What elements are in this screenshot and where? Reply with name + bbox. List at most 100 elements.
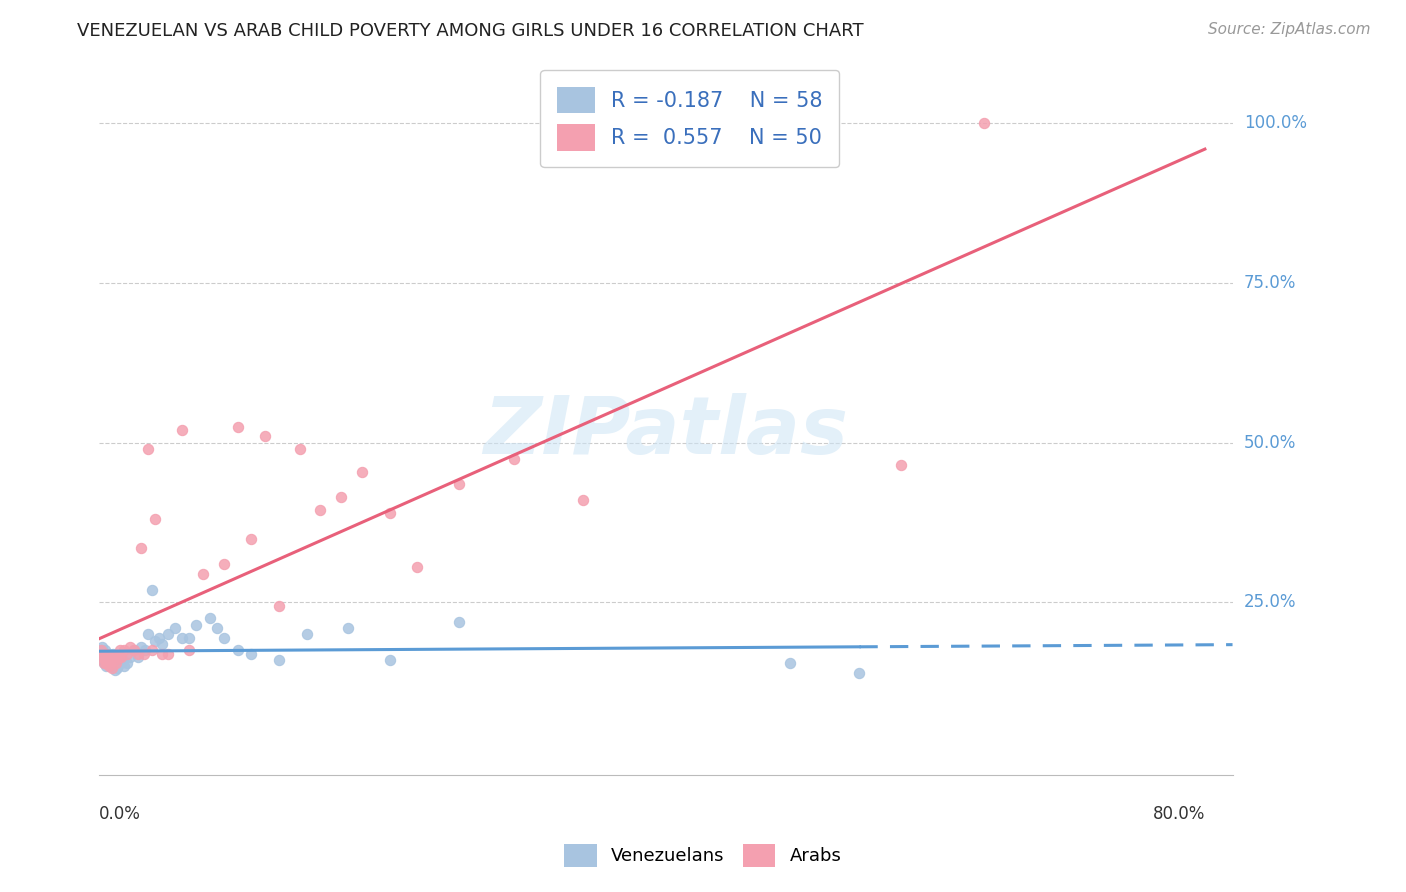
Point <box>184 617 207 632</box>
Point <box>309 503 332 517</box>
Text: ZIPatlas: ZIPatlas <box>484 392 848 471</box>
Point <box>115 647 138 661</box>
Point <box>98 649 121 664</box>
Point <box>104 656 127 670</box>
Point <box>98 647 121 661</box>
Point <box>136 442 159 457</box>
Point <box>150 647 173 661</box>
Point <box>93 647 115 661</box>
Point <box>115 656 138 670</box>
Point <box>105 660 128 674</box>
Point <box>94 643 117 657</box>
Point <box>93 656 115 670</box>
Point <box>96 656 118 670</box>
Point <box>111 653 134 667</box>
Point <box>157 627 180 641</box>
Point <box>172 423 194 437</box>
Point <box>108 643 131 657</box>
Point <box>136 627 159 641</box>
Point <box>94 656 117 670</box>
Point <box>100 656 122 670</box>
Point <box>110 656 132 670</box>
Point <box>98 659 121 673</box>
Point <box>101 660 124 674</box>
Point <box>503 451 526 466</box>
Point <box>157 647 180 661</box>
Point <box>96 659 118 673</box>
Point <box>143 633 166 648</box>
Point <box>107 649 129 664</box>
Point <box>108 649 131 664</box>
Point <box>100 654 122 668</box>
Point <box>93 656 115 670</box>
Point <box>90 643 112 657</box>
Point <box>90 643 112 657</box>
Point <box>107 653 129 667</box>
Point <box>127 647 149 661</box>
Point <box>295 627 318 641</box>
Point <box>191 566 214 581</box>
Legend: Venezuelans, Arabs: Venezuelans, Arabs <box>557 837 849 874</box>
Point <box>129 541 152 556</box>
Point <box>212 557 235 571</box>
Point <box>212 631 235 645</box>
Point <box>406 560 429 574</box>
Point <box>254 429 277 443</box>
Text: 0.0%: 0.0% <box>100 805 141 823</box>
Point <box>179 631 201 645</box>
Point <box>122 643 145 657</box>
Point <box>267 599 290 613</box>
Point <box>330 490 353 504</box>
Point <box>141 582 163 597</box>
Point <box>973 116 995 130</box>
Text: 50.0%: 50.0% <box>1244 434 1296 452</box>
Point <box>91 640 114 655</box>
Point <box>105 648 128 662</box>
Point <box>572 493 595 508</box>
Point <box>337 621 360 635</box>
Point <box>97 656 120 670</box>
Point <box>96 647 118 661</box>
Text: 100.0%: 100.0% <box>1244 114 1306 133</box>
Point <box>127 649 149 664</box>
Point <box>118 649 141 664</box>
Point <box>148 631 170 645</box>
Point <box>112 643 135 657</box>
Point <box>779 656 801 670</box>
Point <box>378 506 401 520</box>
Point <box>93 649 115 664</box>
Point <box>100 649 122 664</box>
Point <box>96 653 118 667</box>
Point <box>226 643 249 657</box>
Text: Source: ZipAtlas.com: Source: ZipAtlas.com <box>1208 22 1371 37</box>
Point <box>91 649 114 664</box>
Point <box>267 653 290 667</box>
Point <box>101 659 124 673</box>
Point <box>97 653 120 667</box>
Text: 75.0%: 75.0% <box>1244 274 1296 293</box>
Point <box>240 647 263 661</box>
Point <box>205 621 228 635</box>
Point <box>129 640 152 655</box>
Point <box>101 654 124 668</box>
Point <box>848 665 870 680</box>
Point <box>118 640 141 655</box>
Text: 25.0%: 25.0% <box>1244 593 1296 612</box>
Point <box>101 649 124 664</box>
Point <box>97 649 120 664</box>
Point <box>150 637 173 651</box>
Point <box>447 615 470 629</box>
Legend: R = -0.187    N = 58, R =  0.557    N = 50: R = -0.187 N = 58, R = 0.557 N = 50 <box>540 70 839 168</box>
Point <box>91 649 114 664</box>
Point <box>103 653 125 667</box>
Point <box>101 647 124 661</box>
Point <box>447 477 470 491</box>
Point <box>104 656 127 670</box>
Point <box>240 532 263 546</box>
Point <box>93 653 115 667</box>
Point <box>112 659 135 673</box>
Point <box>101 653 124 667</box>
Point <box>165 621 187 635</box>
Point <box>890 458 912 472</box>
Point <box>378 653 401 667</box>
